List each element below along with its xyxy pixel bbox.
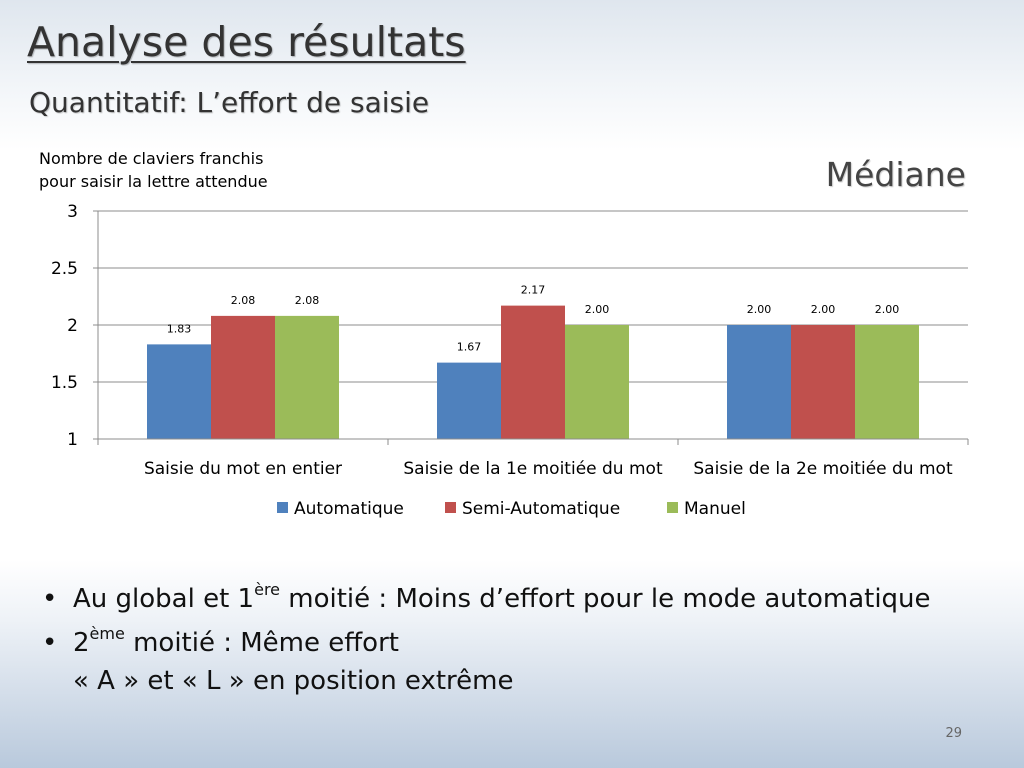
y-axis-label-line-1: Nombre de claviers franchis xyxy=(39,149,264,168)
data-label-3-3: 2.00 xyxy=(875,303,900,316)
bar-3-2 xyxy=(565,325,629,439)
slide-subtitle: Quantitatif: L’effort de saisie xyxy=(29,86,430,119)
y-axis-label-line-2: pour saisir la lettre attendue xyxy=(39,172,268,191)
data-label-1-2: 1.67 xyxy=(457,341,482,354)
bullet-2-text-rest: moitié : Même effort xyxy=(124,628,399,658)
bullet-2-second-line: « A » et « L » en position extrême xyxy=(73,666,514,696)
bar-3-1 xyxy=(275,315,339,439)
bar-chart: 1 1.5 2 2.5 3 1.83 2.08 2.08 Saisie du mot en en… xyxy=(51,202,969,519)
legend-label-1: Automatique xyxy=(294,499,404,519)
bar-1-2 xyxy=(437,362,501,439)
data-label-2-2: 2.17 xyxy=(521,284,546,297)
legend-label-2: Semi-Automatique xyxy=(462,499,620,519)
data-label-3-2: 2.00 xyxy=(585,303,610,316)
bar-1-3 xyxy=(727,325,791,439)
legend-label-3: Manuel xyxy=(684,499,746,519)
bullet-list: Au global et 1ère moitié : Moins d’effor… xyxy=(40,580,1010,706)
bullet-2-text: 2 xyxy=(73,628,90,658)
slide-title: Analyse des résultats xyxy=(27,18,466,66)
bar-2-2 xyxy=(501,305,565,439)
data-label-1-3: 2.00 xyxy=(747,303,772,316)
bullet-1-superscript: ère xyxy=(254,580,281,599)
legend-swatch-3 xyxy=(667,502,678,513)
data-label-1-1: 1.83 xyxy=(167,322,192,335)
y-tick-label-2: 2 xyxy=(67,316,78,336)
data-label-2-1: 2.08 xyxy=(231,294,256,307)
y-tick-label-4: 3 xyxy=(67,202,78,222)
x-category-label-3: Saisie de la 2e moitiée du mot xyxy=(693,459,953,479)
data-label-3-1: 2.08 xyxy=(295,294,320,307)
chart-statistic-label: Médiane xyxy=(825,155,966,194)
bar-1-1 xyxy=(147,344,211,439)
data-label-2-3: 2.00 xyxy=(811,303,836,316)
y-tick-label-1: 1.5 xyxy=(51,373,78,393)
bullet-2-superscript: ème xyxy=(89,624,125,643)
bullet-1-text: Au global et 1 xyxy=(73,584,255,614)
y-tick-label-0: 1 xyxy=(67,430,78,450)
y-tick-label-3: 2.5 xyxy=(51,259,78,279)
legend-swatch-1 xyxy=(277,502,288,513)
bullet-item-1: Au global et 1ère moitié : Moins d’effor… xyxy=(40,580,1010,618)
page-number: 29 xyxy=(945,726,962,741)
bar-2-3 xyxy=(791,325,855,439)
bullet-1-text-rest: moitié : Moins d’effort pour le mode aut… xyxy=(280,584,931,614)
x-category-label-1: Saisie du mot en entier xyxy=(144,459,342,479)
bullet-item-2: 2ème moitié : Même effort « A » et « L »… xyxy=(40,624,1010,700)
bar-3-3 xyxy=(855,325,919,439)
x-category-label-2: Saisie de la 1e moitiée du mot xyxy=(403,459,663,479)
legend-swatch-2 xyxy=(445,502,456,513)
chart-y-axis-label: Nombre de claviers franchis pour saisir … xyxy=(39,147,339,193)
bar-2-1 xyxy=(211,315,275,439)
